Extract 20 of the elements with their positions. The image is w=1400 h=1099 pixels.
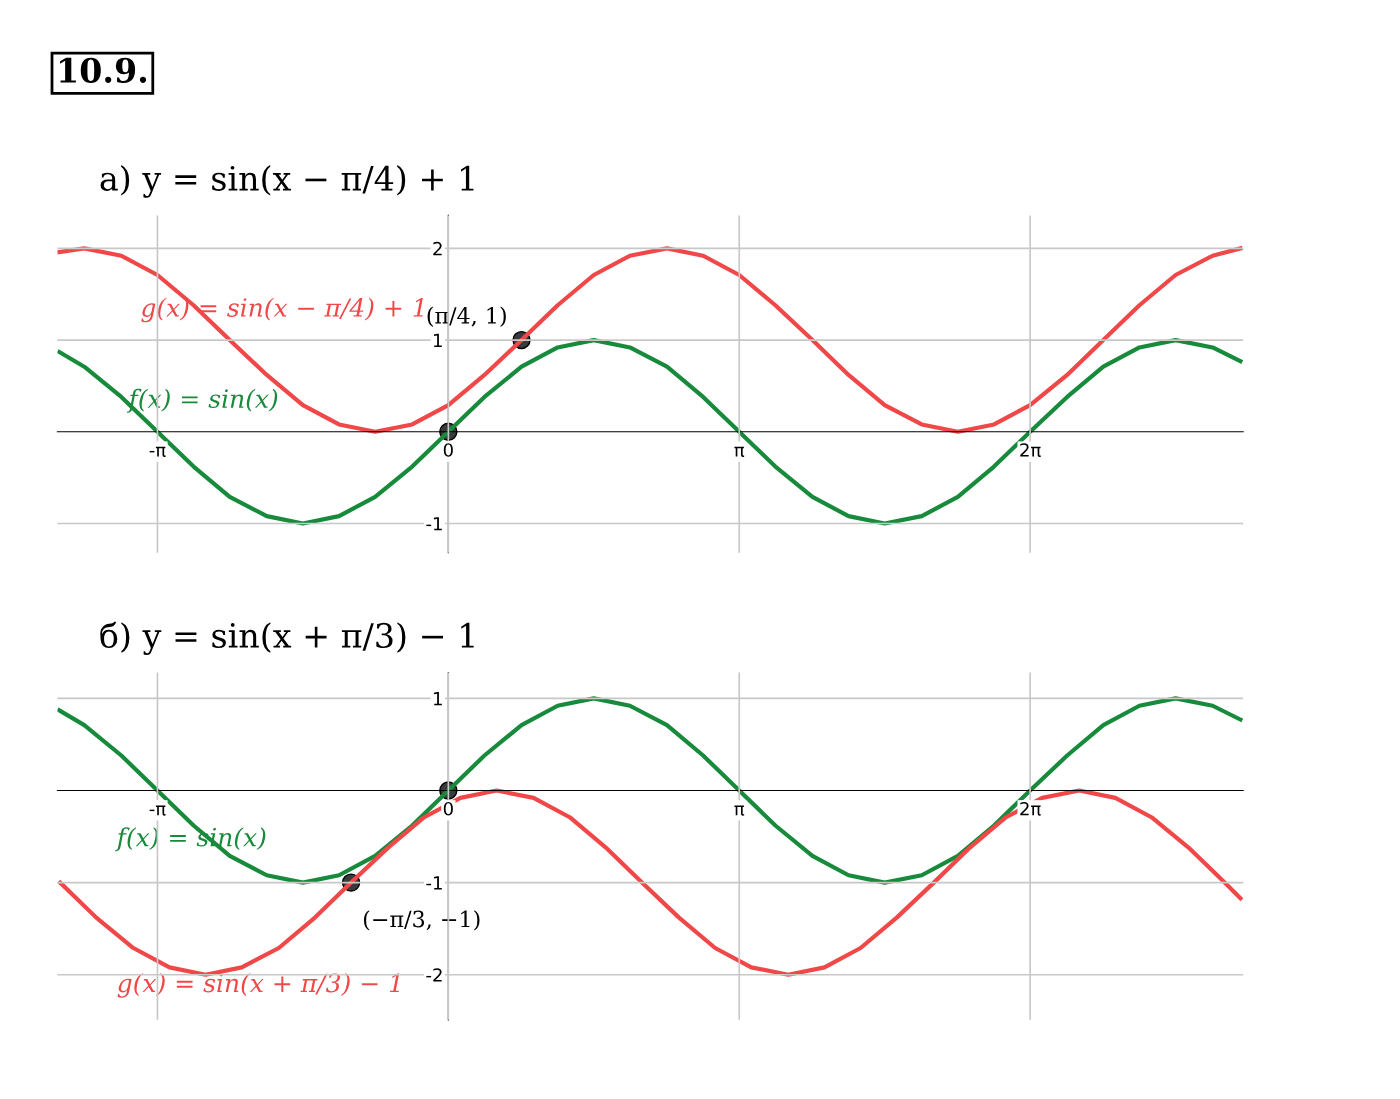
y-tick-label: -2 [426, 968, 442, 982]
x-tick-label: -π [149, 805, 166, 816]
series-label: g(x) = sin(x − π/4) + 1 [141, 297, 423, 323]
data-label: (π/4, 1) [427, 306, 506, 327]
y-tick-label: 2 [433, 241, 442, 256]
y-tick-label: -1 [426, 517, 442, 531]
text: 10.9. [60, 57, 147, 83]
x-tick-label: π [734, 446, 745, 457]
x-tick-label: 0 [443, 801, 453, 816]
x-tick-label: 0 [443, 443, 453, 457]
y-tick-label: 1 [433, 333, 442, 347]
chart-title: а) y = sin(x − π/4) + 1 [100, 165, 474, 198]
y-tick-label: -1 [426, 876, 442, 890]
x-tick-label: 2π [1020, 443, 1041, 457]
data-label: (−π/3, −1) [363, 910, 480, 931]
chart-title: б) y = sin(x + π/3) − 1 [100, 621, 474, 655]
x-tick-label: 2π [1020, 801, 1041, 816]
x-tick-label: π [734, 805, 745, 816]
x-tick-label: -π [149, 446, 166, 457]
y-tick-label: 1 [433, 692, 442, 706]
